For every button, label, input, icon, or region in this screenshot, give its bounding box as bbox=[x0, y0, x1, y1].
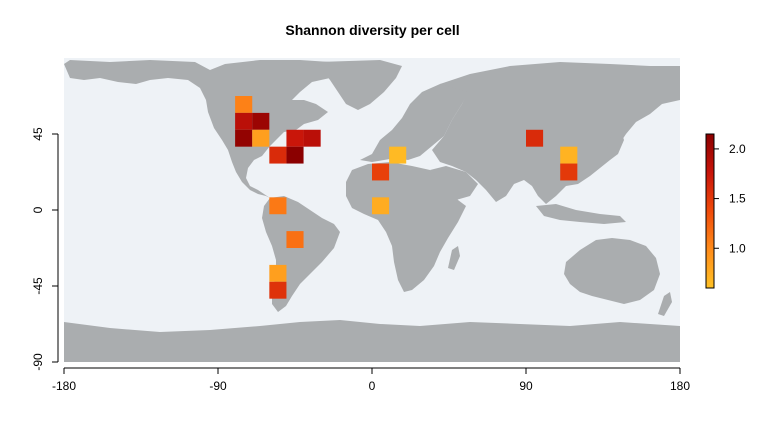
legend-colorbar bbox=[705, 133, 715, 289]
diversity-cell bbox=[269, 281, 287, 299]
map-title: Shannon diversity per cell bbox=[285, 22, 460, 38]
madagascar-landmass bbox=[448, 246, 460, 270]
y-tick-label: -90 bbox=[31, 353, 45, 371]
diversity-cell bbox=[269, 146, 287, 164]
antarctica-landmass bbox=[64, 320, 680, 362]
diversity-cell bbox=[269, 264, 287, 282]
diversity-cell bbox=[235, 112, 253, 130]
legend-tick-label: 1.5 bbox=[729, 192, 746, 206]
diversity-cell bbox=[372, 197, 390, 215]
diversity-cells bbox=[235, 96, 578, 299]
australia-landmass bbox=[564, 238, 660, 304]
greenland-landmass bbox=[318, 60, 402, 110]
legend-tick-label: 1.0 bbox=[729, 241, 746, 255]
y-tick-label: 45 bbox=[31, 127, 45, 141]
diversity-cell bbox=[560, 163, 578, 181]
diversity-cell bbox=[560, 146, 578, 164]
x-tick-label: -180 bbox=[52, 379, 76, 393]
asia-landmass bbox=[432, 62, 680, 204]
north-america-landmass bbox=[64, 60, 345, 198]
diversity-cell bbox=[389, 146, 407, 164]
diversity-cell bbox=[286, 146, 304, 164]
arabia-landmass bbox=[430, 166, 478, 200]
diversity-cell bbox=[286, 231, 304, 248]
axes: -180 -90 0 90 180 -90 -45 0 45 bbox=[31, 127, 690, 393]
japan-landmass bbox=[606, 128, 624, 160]
diversity-cell bbox=[372, 163, 390, 181]
x-tick-label: 90 bbox=[519, 379, 533, 393]
diversity-cell bbox=[303, 129, 321, 147]
diversity-cell bbox=[269, 197, 287, 215]
diversity-cell bbox=[286, 129, 304, 147]
africa-landmass bbox=[346, 162, 466, 292]
diversity-cell bbox=[252, 112, 270, 130]
europe-landmass bbox=[360, 80, 470, 162]
new-zealand-landmass bbox=[658, 292, 672, 316]
diversity-cell bbox=[235, 96, 253, 113]
legend-tick-label: 2.0 bbox=[729, 142, 746, 156]
legend: 1.0 1.5 2.0 bbox=[705, 133, 746, 289]
x-tick-label: -90 bbox=[209, 379, 227, 393]
x-tick-label: 180 bbox=[670, 379, 690, 393]
y-tick-label: 0 bbox=[31, 206, 45, 213]
diversity-cell bbox=[235, 129, 253, 147]
diversity-cell bbox=[252, 129, 270, 147]
land-masses bbox=[64, 60, 680, 362]
x-tick-label: 0 bbox=[369, 379, 376, 393]
indonesia-landmass bbox=[536, 204, 626, 224]
diversity-cell bbox=[526, 129, 544, 147]
y-tick-label: -45 bbox=[31, 277, 45, 295]
